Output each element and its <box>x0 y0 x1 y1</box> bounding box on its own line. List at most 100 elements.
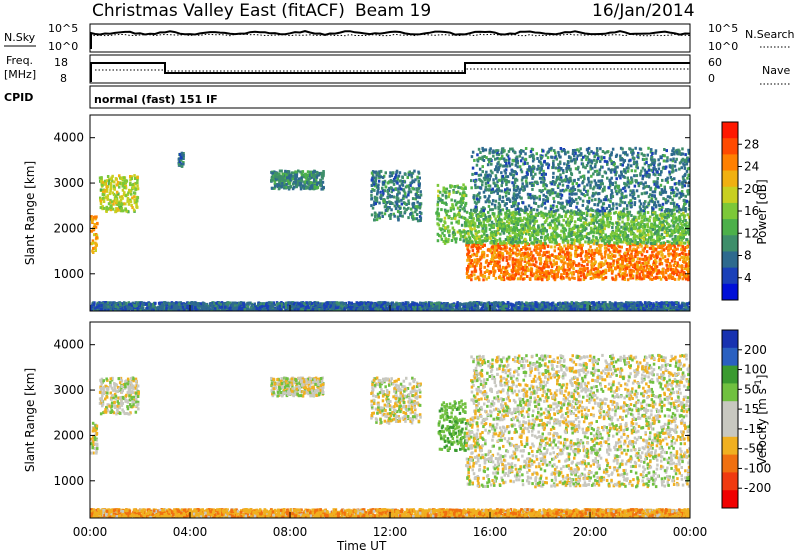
echo-cell <box>655 272 659 276</box>
echo-cell <box>596 250 600 254</box>
echo-cell <box>114 177 118 181</box>
echo-cell <box>621 200 624 204</box>
echo-cell <box>623 222 626 226</box>
echo-cell <box>480 214 483 218</box>
echo-cell <box>565 167 568 170</box>
echo-cell <box>492 224 495 228</box>
echo-cell <box>610 151 613 155</box>
echo-cell <box>131 196 134 200</box>
echo-cell <box>579 216 583 219</box>
echo-cell <box>615 190 618 194</box>
echo-cell <box>548 254 552 257</box>
echo-cell <box>448 192 451 196</box>
echo-cell <box>678 258 682 262</box>
echo-cell <box>297 177 301 181</box>
echo-cell <box>478 235 481 239</box>
echo-cell <box>471 166 475 170</box>
echo-cell <box>498 268 501 272</box>
echo-cell <box>383 205 387 209</box>
echo-cell <box>573 212 576 216</box>
echo-cell <box>498 210 501 214</box>
echo-cell <box>124 202 127 206</box>
echo-cell <box>672 150 676 154</box>
echo-cell <box>601 182 604 186</box>
echo-cell <box>532 272 536 276</box>
echo-cell <box>373 180 377 184</box>
echo-cell <box>531 256 534 260</box>
echo-cell <box>291 177 294 181</box>
echo-cell <box>514 170 517 174</box>
echo-cell <box>303 180 307 184</box>
echo-cell <box>514 163 518 167</box>
echo-cell <box>490 260 493 263</box>
echo-cell <box>380 211 384 215</box>
echo-cell <box>547 250 550 254</box>
echo-cell <box>529 215 532 219</box>
echo-cell <box>481 180 484 184</box>
echo-cell <box>613 249 616 253</box>
echo-cell <box>496 156 499 160</box>
echo-cell <box>682 234 685 237</box>
echo-cell <box>289 185 293 189</box>
echo-cell <box>529 236 532 240</box>
echo-cell <box>460 197 463 201</box>
echo-cell <box>417 187 420 191</box>
echo-cell <box>525 229 529 233</box>
echo-cell <box>679 218 682 222</box>
echo-cell <box>617 250 620 254</box>
echo-cell <box>669 273 672 277</box>
echo-cell <box>504 266 508 270</box>
echo-cell <box>470 186 473 190</box>
echo-cell <box>550 245 553 249</box>
echo-cell <box>587 200 591 203</box>
echo-cell <box>541 225 544 229</box>
echo-cell <box>536 157 539 160</box>
echo-cell <box>590 218 594 222</box>
echo-cell <box>655 224 658 228</box>
echo-cell <box>124 208 127 212</box>
echo-cell <box>653 211 656 215</box>
echo-cell <box>294 180 297 184</box>
echo-cell <box>601 174 604 178</box>
echo-cell <box>567 224 571 228</box>
echo-cell <box>398 211 402 215</box>
echo-cell <box>588 221 591 225</box>
echo-cell <box>463 209 466 213</box>
echo-cell <box>542 228 545 232</box>
echo-cell <box>314 177 318 181</box>
echo-cell <box>523 216 526 220</box>
echo-cell <box>533 237 536 241</box>
echo-cell <box>623 227 627 231</box>
echo-cell <box>670 244 673 248</box>
echo-cell <box>545 250 549 254</box>
echo-cell <box>644 181 647 185</box>
echo-cell <box>455 191 458 194</box>
echo-cell <box>555 268 558 272</box>
echo-cell <box>610 238 613 242</box>
echo-cell <box>592 242 596 246</box>
echo-cell <box>666 214 669 217</box>
echo-cell <box>484 226 488 230</box>
echo-cell <box>481 274 485 278</box>
echo-cell <box>278 174 281 178</box>
echo-cell <box>391 171 394 175</box>
echo-cell <box>523 211 527 215</box>
echo-cell <box>114 210 117 214</box>
echo-cell <box>524 152 527 156</box>
echo-cell <box>666 268 669 272</box>
echo-cell <box>619 176 622 180</box>
echo-cell <box>516 268 519 272</box>
echo-cell <box>575 182 578 185</box>
echo-cell <box>568 267 571 271</box>
echo-cell <box>493 262 496 265</box>
echo-cell <box>589 254 593 258</box>
echo-cell <box>587 251 591 255</box>
echo-cell <box>569 156 572 160</box>
echo-cell <box>662 272 665 276</box>
echo-cell <box>495 176 498 180</box>
echo-cell <box>617 213 620 217</box>
echo-cell <box>649 215 652 219</box>
echo-cell <box>488 270 491 274</box>
echo-cell <box>569 232 573 236</box>
echo-cell <box>688 224 690 228</box>
